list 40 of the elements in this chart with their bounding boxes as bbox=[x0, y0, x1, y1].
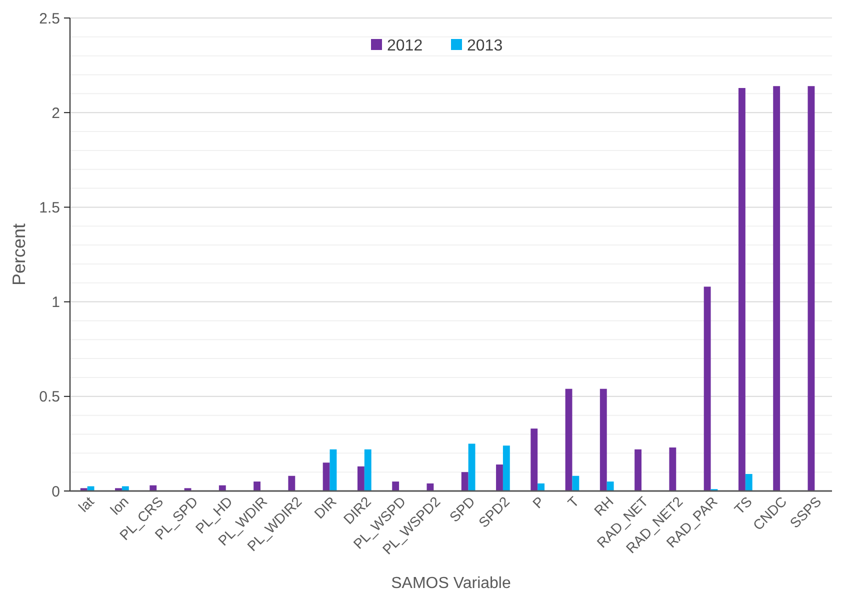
legend-label: 2013 bbox=[467, 38, 503, 55]
bar bbox=[322, 462, 330, 491]
y-tick-label: 2.5 bbox=[39, 10, 60, 28]
y-tick-label: 2 bbox=[52, 104, 60, 122]
x-tick-label: SPD bbox=[446, 493, 478, 525]
bar bbox=[600, 388, 607, 491]
bar bbox=[634, 449, 642, 491]
bar bbox=[530, 428, 538, 491]
y-axis-title: Percent bbox=[9, 223, 29, 286]
bar bbox=[364, 449, 372, 491]
x-tick-label: lat bbox=[75, 493, 97, 516]
bar bbox=[572, 476, 580, 491]
x-tick-label: DIR bbox=[310, 493, 340, 522]
bar bbox=[538, 483, 545, 491]
bar bbox=[669, 447, 676, 491]
bar bbox=[357, 466, 364, 491]
bar bbox=[773, 86, 780, 491]
bar bbox=[745, 474, 752, 491]
bar bbox=[606, 482, 614, 491]
bar bbox=[502, 446, 510, 491]
y-tick-label: 1.5 bbox=[39, 199, 60, 216]
y-tick-label: 0.5 bbox=[39, 388, 60, 406]
bar bbox=[254, 482, 260, 491]
x-axis-title: SAMOS Variable bbox=[391, 575, 511, 592]
x-tick-label: TS bbox=[731, 493, 755, 518]
x-tick-label: P bbox=[529, 493, 548, 512]
bar bbox=[468, 444, 476, 491]
bar bbox=[704, 286, 711, 491]
y-tick-label: 0 bbox=[52, 483, 60, 500]
bar bbox=[288, 476, 296, 491]
y-tick-label: 1 bbox=[52, 294, 60, 312]
bar bbox=[808, 86, 815, 491]
bar bbox=[496, 464, 503, 491]
bar bbox=[461, 472, 468, 491]
bar bbox=[738, 88, 746, 491]
bar bbox=[330, 449, 337, 491]
x-tick-label: T bbox=[564, 492, 582, 511]
bar bbox=[565, 388, 572, 491]
legend-label: 2012 bbox=[387, 38, 423, 55]
bar bbox=[392, 482, 400, 491]
